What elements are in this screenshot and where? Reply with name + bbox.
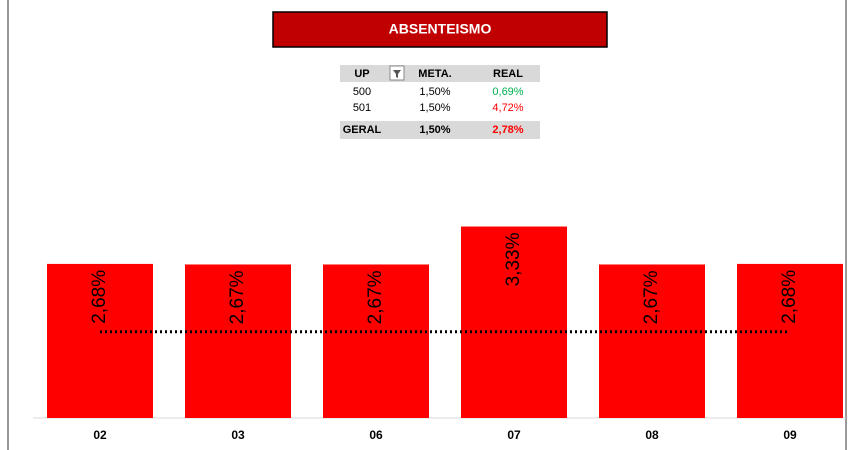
value-label: 2,67% — [365, 270, 386, 324]
x-tick-label: 09 — [783, 428, 797, 442]
table-cell: GERAL — [343, 124, 382, 136]
table-cell: 1,50% — [419, 86, 450, 98]
table-cell: 1,50% — [419, 124, 450, 136]
filter-glyph — [393, 70, 401, 78]
bar — [599, 264, 705, 418]
bar — [737, 263, 843, 418]
table-cell: 500 — [353, 86, 371, 98]
bar — [47, 263, 153, 418]
value-label: 3,33% — [503, 232, 524, 286]
bar — [323, 264, 429, 418]
chart-title: ABSENTEISMO — [389, 21, 492, 37]
x-tick-label: 03 — [231, 428, 245, 442]
title-box — [272, 11, 608, 48]
table-cell: 4,72% — [492, 102, 523, 114]
table-header: UP — [354, 68, 369, 80]
table-total-bg — [340, 121, 540, 139]
table-header: META. — [418, 68, 451, 80]
table-cell: 501 — [353, 102, 371, 114]
x-tick-label: 02 — [93, 428, 107, 442]
value-label: 2,68% — [779, 270, 800, 324]
table-cell: 1,50% — [419, 102, 450, 114]
x-tick-label: 06 — [369, 428, 383, 442]
x-tick-label: 08 — [645, 428, 659, 442]
table-header: REAL — [493, 68, 523, 80]
value-label: 2,67% — [641, 270, 662, 324]
value-label: 2,68% — [89, 270, 110, 324]
table-cell: 2,78% — [492, 124, 523, 136]
bar — [461, 226, 567, 418]
bar — [185, 264, 291, 418]
x-tick-label: 07 — [507, 428, 521, 442]
value-label: 2,67% — [227, 270, 248, 324]
table-cell: 0,69% — [492, 86, 523, 98]
